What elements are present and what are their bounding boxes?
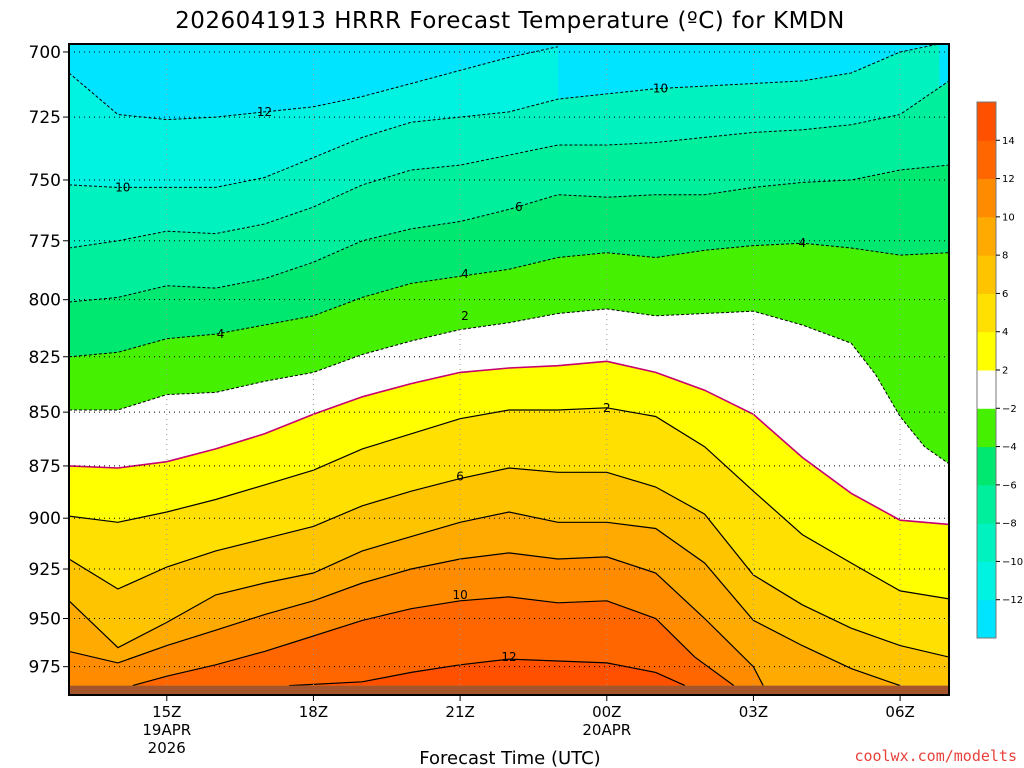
contour-label: 4: [461, 267, 469, 281]
colorbar-label: −6: [1002, 480, 1017, 491]
y-tick-label: 775: [29, 232, 61, 252]
colorbar-label: −4: [1002, 442, 1017, 453]
contour-label: 10: [653, 82, 668, 96]
colorbar-swatch: [977, 331, 996, 371]
colorbar-swatch: [977, 178, 996, 218]
contour-label: 6: [456, 469, 464, 483]
y-tick-label: 950: [29, 609, 61, 629]
contour-line-10: [69, 552, 764, 686]
x-tick-label: 06Z: [885, 703, 914, 721]
contour-line-8: [69, 511, 901, 687]
colorbar: −12 −10 −8 −6 −4 −2 2 4 6 8 10 12 14: [976, 101, 1023, 639]
chart-title: 2026041913 HRRR Forecast Temperature (ºC…: [175, 8, 845, 34]
colorbar-swatch: [977, 216, 996, 256]
x-tick-label: 00Z: [592, 703, 621, 721]
x-tick-label: 15Z: [152, 703, 181, 721]
contour-line--2: [69, 308, 949, 465]
colorbar-swatch: [977, 255, 996, 294]
colorbar-swatch: [977, 408, 996, 448]
contour-label: 10: [452, 588, 467, 602]
y-tick-label: 800: [29, 291, 61, 311]
grid-layer: [69, 44, 949, 695]
y-tick-label: 850: [29, 403, 61, 423]
x-tick-label: 21Z: [445, 703, 474, 721]
colorbar-label: 12: [1002, 174, 1015, 185]
contour-line-2: [69, 360, 949, 526]
colorbar-label: −10: [1002, 557, 1023, 568]
y-tick-label: 825: [29, 348, 61, 368]
x-tick-label: 2026: [148, 739, 186, 757]
contour-label-layer: 12 10 6 4 4 4 2 10 2 6 10 12: [115, 82, 806, 664]
contour-line--10: [69, 44, 940, 188]
plot-frame: [68, 43, 950, 696]
y-tick-label: 700: [29, 43, 61, 63]
contour-line-12: [132, 596, 735, 687]
y-tick-label: 875: [29, 457, 61, 477]
contour-label: 10: [115, 180, 130, 194]
temperature-fill-layer: [69, 44, 949, 695]
x-tick-label: 03Z: [739, 703, 768, 721]
contour-line--4: [69, 242, 949, 358]
contour-label: 4: [217, 327, 225, 341]
contour-line-layer: [69, 44, 949, 687]
colorbar-swatch: [977, 484, 996, 524]
colorbar-label: 4: [1002, 327, 1008, 338]
contour-line--12: [69, 46, 559, 121]
contour-label: 2: [603, 401, 611, 415]
colorbar-label: 2: [1002, 366, 1008, 377]
colorbar-swatch: [977, 293, 996, 333]
colorbar-label: 14: [1002, 136, 1015, 147]
colorbar-label: 10: [1002, 212, 1015, 223]
credit-text: coolwx.com/modelts: [854, 747, 1017, 765]
colorbar-swatch: [977, 370, 996, 409]
colorbar-label: −2: [1002, 404, 1017, 415]
colorbar-swatch: [977, 140, 996, 180]
contour-line-4: [69, 407, 949, 600]
y-tick-label: 975: [29, 658, 61, 678]
colorbar-label: −8: [1002, 519, 1017, 530]
x-tick-label: 19APR: [142, 721, 191, 739]
colorbar-swatch: [977, 561, 996, 601]
fill-band-12-to-14: [69, 596, 949, 686]
x-tick-label: 18Z: [299, 703, 328, 721]
x-tick-label: 20APR: [582, 721, 631, 739]
colorbar-label: 8: [1002, 251, 1008, 262]
y-tick-label: 725: [29, 108, 61, 128]
contour-label: 6: [515, 200, 523, 214]
axes-layer: 70072575077580082585087590092595097515Z1…: [29, 43, 915, 757]
contour-label: 12: [257, 105, 272, 119]
contour-label: 12: [501, 650, 516, 664]
colorbar-swatch: [977, 102, 996, 141]
colorbar-label: −12: [1002, 595, 1023, 606]
x-axis-label: Forecast Time (UTC): [419, 748, 600, 768]
y-tick-label: 750: [29, 171, 61, 191]
colorbar-label: 6: [1002, 289, 1008, 300]
contour-label: 4: [799, 236, 807, 250]
colorbar-swatch: [977, 446, 996, 486]
colorbar-swatch: [977, 523, 996, 562]
ground-surface: [69, 685, 949, 695]
contour-line-14: [288, 658, 686, 687]
contour-label: 2: [461, 309, 469, 323]
contour-line-6: [69, 467, 949, 658]
y-tick-label: 925: [29, 560, 61, 580]
y-tick-label: 900: [29, 509, 61, 529]
fill-band-14-to-16: [69, 659, 949, 686]
colorbar-swatch: [977, 599, 996, 639]
